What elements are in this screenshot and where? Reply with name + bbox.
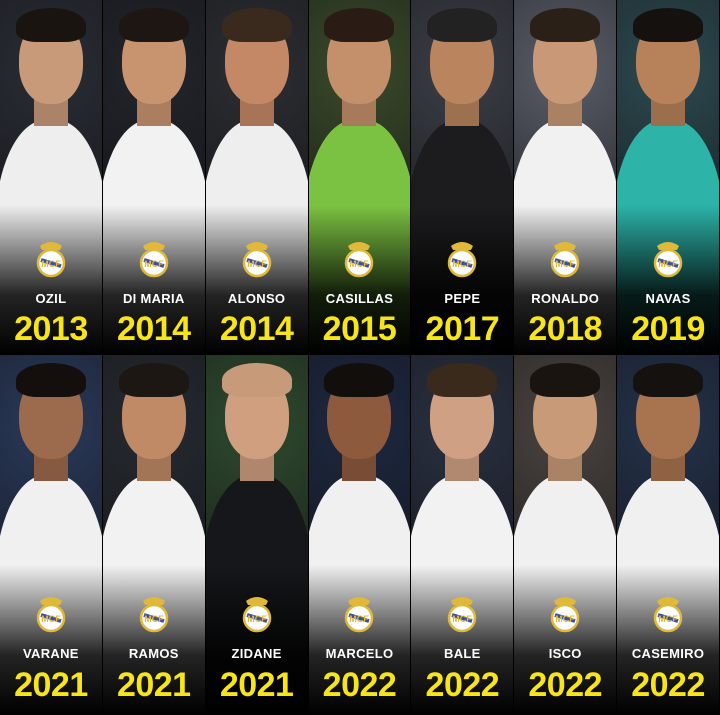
- player-hair: [427, 8, 498, 42]
- bottom-shade: [205, 565, 308, 715]
- bottom-shade: [514, 205, 617, 355]
- player-card: MCF PEPE 2017: [411, 0, 515, 355]
- player-name: OZIL: [35, 291, 67, 306]
- player-name: PEPE: [444, 291, 481, 306]
- bottom-shade: [514, 565, 617, 715]
- bottom-shade: [0, 205, 102, 355]
- svg-text:MCF: MCF: [247, 614, 267, 624]
- player-hair: [530, 363, 601, 397]
- player-name: CASILLAS: [325, 291, 394, 306]
- player-hair: [633, 8, 704, 42]
- player-year: 2021: [116, 666, 191, 704]
- player-hair: [324, 8, 395, 42]
- player-name: RONALDO: [531, 291, 600, 306]
- svg-text:MCF: MCF: [144, 614, 164, 624]
- bottom-shade: [308, 565, 411, 715]
- bottom-shade: [411, 205, 514, 355]
- player-card: MCF BALE 2022: [411, 355, 515, 715]
- player-hair: [221, 363, 292, 397]
- player-year: 2019: [631, 310, 705, 348]
- player-hair: [15, 8, 86, 42]
- svg-text:MCF: MCF: [658, 259, 678, 269]
- player-year: 2014: [219, 310, 294, 348]
- player-year: 2018: [528, 310, 603, 348]
- real-madrid-crest-icon: MCF: [653, 242, 683, 278]
- player-year: 2013: [14, 310, 88, 348]
- player-year: 2022: [631, 666, 705, 704]
- player-card: MCF DI MARIA 2014: [102, 0, 206, 355]
- bottom-shade: [411, 565, 514, 715]
- svg-text:MCF: MCF: [41, 259, 61, 269]
- bottom-shade: [308, 205, 411, 355]
- player-name: ZIDANE: [231, 646, 282, 661]
- player-hair: [15, 363, 86, 397]
- bottom-shade: [205, 205, 308, 355]
- player-card: MCF OZIL 2013: [0, 0, 103, 355]
- player-year: 2022: [528, 666, 603, 704]
- player-year: 2021: [14, 666, 88, 704]
- player-hair: [324, 363, 395, 397]
- player-name: CASEMIRO: [631, 646, 705, 661]
- bottom-shade: [0, 565, 102, 715]
- svg-text:MCF: MCF: [144, 259, 164, 269]
- real-madrid-crest-icon: MCF: [242, 242, 271, 278]
- player-card: MCF CASEMIRO 2022: [617, 355, 720, 715]
- player-card: MCF ISCO 2022: [514, 355, 618, 715]
- real-madrid-crest-icon: MCF: [345, 242, 374, 278]
- real-madrid-crest-icon: MCF: [139, 597, 169, 633]
- player-card: MCF NAVAS 2019: [617, 0, 720, 355]
- svg-text:MCF: MCF: [350, 614, 370, 624]
- player-name: VARANE: [23, 646, 79, 661]
- player-name: DI MARIA: [122, 291, 185, 306]
- player-card: MCF ALONSO 2014: [205, 0, 309, 355]
- player-year: 2021: [219, 666, 294, 704]
- player-hair: [427, 363, 498, 397]
- svg-text:MCF: MCF: [453, 259, 473, 269]
- real-madrid-crest-icon: MCF: [36, 242, 66, 278]
- player-hair: [633, 363, 704, 397]
- player-name: MARCELO: [325, 646, 394, 661]
- player-name: NAVAS: [645, 291, 691, 306]
- player-hair: [118, 363, 189, 397]
- bottom-shade: [617, 205, 719, 355]
- svg-text:MCF: MCF: [41, 614, 61, 624]
- bottom-shade: [102, 565, 205, 715]
- bottom-shade: [617, 565, 719, 715]
- real-madrid-crest-icon: MCF: [550, 242, 580, 278]
- player-card: MCF ZIDANE 2021: [205, 355, 309, 715]
- player-year: 2022: [322, 666, 397, 704]
- real-madrid-crest-icon: MCF: [550, 597, 580, 633]
- svg-text:MCF: MCF: [350, 259, 370, 269]
- player-hair: [118, 8, 189, 42]
- player-card: MCF VARANE 2021: [0, 355, 103, 715]
- svg-text:MCF: MCF: [658, 614, 678, 624]
- player-name: BALE: [444, 646, 481, 661]
- player-name: ISCO: [548, 646, 582, 661]
- svg-text:MCF: MCF: [555, 259, 575, 269]
- svg-text:MCF: MCF: [453, 614, 473, 624]
- svg-text:MCF: MCF: [247, 259, 267, 269]
- real-madrid-crest-icon: MCF: [242, 597, 271, 633]
- real-madrid-crest-icon: MCF: [653, 597, 683, 633]
- player-name: ALONSO: [227, 291, 286, 306]
- svg-text:MCF: MCF: [555, 614, 575, 624]
- player-card: MCF RAMOS 2021: [102, 355, 206, 715]
- player-hair: [530, 8, 601, 42]
- real-madrid-crest-icon: MCF: [36, 597, 66, 633]
- real-madrid-crest-icon: MCF: [139, 242, 169, 278]
- player-year: 2022: [425, 666, 500, 704]
- bottom-shade: [102, 205, 205, 355]
- player-card: MCF MARCELO 2022: [308, 355, 412, 715]
- player-card: MCF CASILLAS 2015: [308, 0, 412, 355]
- real-madrid-crest-icon: MCF: [345, 597, 374, 633]
- player-name: RAMOS: [128, 646, 179, 661]
- real-madrid-crest-icon: MCF: [448, 597, 477, 633]
- player-year: 2015: [322, 310, 397, 348]
- player-year: 2014: [116, 310, 191, 348]
- real-madrid-crest-icon: MCF: [448, 242, 477, 278]
- player-card: MCF RONALDO 2018: [514, 0, 618, 355]
- player-hair: [221, 8, 292, 42]
- player-year: 2017: [425, 310, 500, 348]
